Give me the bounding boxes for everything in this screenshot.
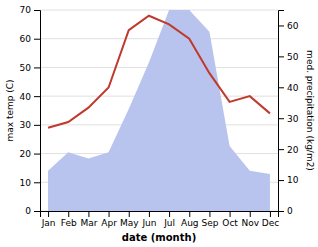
tick-mark xyxy=(68,211,69,217)
tick: Jan xyxy=(41,211,56,228)
tick-mark xyxy=(48,211,49,217)
tick-mark xyxy=(230,211,231,217)
tick-label: 60 xyxy=(20,34,32,44)
tick-label: 70 xyxy=(20,5,32,15)
tick-mark xyxy=(129,211,130,217)
tick-label: 10 xyxy=(287,175,299,185)
tick-mark xyxy=(34,154,40,155)
tick-mark xyxy=(34,211,40,212)
tick-label: 50 xyxy=(287,52,299,62)
tick-label: May xyxy=(120,218,139,228)
tick-mark xyxy=(278,180,284,181)
tick-label: Jan xyxy=(41,218,56,228)
tick-label: 40 xyxy=(287,83,299,93)
line xyxy=(48,16,270,128)
tick: 20 xyxy=(20,149,40,159)
tick-label: Sep xyxy=(201,218,218,228)
tick-mark xyxy=(34,182,40,183)
axis-line xyxy=(34,11,41,212)
tick-label: 10 xyxy=(20,178,32,188)
tick-mark xyxy=(278,25,284,26)
tick-mark xyxy=(169,211,170,217)
tick-mark xyxy=(34,96,40,97)
tick-label: 20 xyxy=(287,145,299,155)
tick: Dec xyxy=(262,211,279,228)
tick-label: Nov xyxy=(241,218,259,228)
tick-label: 0 xyxy=(25,206,31,216)
tick-mark xyxy=(270,211,271,217)
grid-line xyxy=(40,10,278,11)
tick: 0 xyxy=(25,206,40,216)
tick-label: Apr xyxy=(101,218,117,228)
tick-mark xyxy=(250,211,251,217)
tick: Nov xyxy=(241,211,259,228)
tick: Jun xyxy=(141,211,156,228)
axis-line xyxy=(279,11,285,212)
tick: 40 xyxy=(20,92,40,102)
tick: 70 xyxy=(20,5,40,15)
tick-mark xyxy=(34,10,40,11)
tick-label: Jun xyxy=(141,218,156,228)
tick: 50 xyxy=(278,52,299,62)
tick: 40 xyxy=(278,83,299,93)
tick-label: Oct xyxy=(222,218,238,228)
tick-mark xyxy=(109,211,110,217)
tick-label: 50 xyxy=(20,63,32,73)
plot: Jan FebMar AprMayJun Jul AugSep OctNovDec 0 10 2… xyxy=(20,5,299,228)
tick-label: Aug xyxy=(181,218,199,228)
tick: 60 xyxy=(278,21,299,31)
tick-mark xyxy=(278,211,284,212)
tick: 10 xyxy=(20,178,40,188)
marks xyxy=(48,10,270,211)
tick: Feb xyxy=(61,211,77,228)
tick: 60 xyxy=(20,34,40,44)
tick-label: Feb xyxy=(61,218,77,228)
tick-label: 20 xyxy=(20,149,32,159)
tick-mark xyxy=(34,67,40,68)
tick-mark xyxy=(278,87,284,88)
tick: 0 xyxy=(278,206,293,216)
area xyxy=(48,10,270,211)
tick: Jul xyxy=(163,211,175,228)
tick: 20 xyxy=(278,145,299,155)
tick: 10 xyxy=(278,175,299,185)
tick: 30 xyxy=(20,120,40,130)
tick-label: Dec xyxy=(262,218,279,228)
tick-mark xyxy=(34,125,40,126)
tick-label: 30 xyxy=(287,114,299,124)
tick-mark xyxy=(278,56,284,57)
tick-label: 30 xyxy=(20,120,32,130)
tick-mark xyxy=(34,39,40,40)
tick-mark xyxy=(278,118,284,119)
tick: Oct xyxy=(222,211,238,228)
tick: Aug xyxy=(181,211,199,228)
tick-mark xyxy=(149,211,150,217)
tick: Sep xyxy=(201,211,218,228)
tick-label: 0 xyxy=(287,206,293,216)
y-axis-title: max temp (C) xyxy=(5,79,15,141)
tick-label: 40 xyxy=(20,92,32,102)
tick-mark xyxy=(189,211,190,217)
tick-mark xyxy=(209,211,210,217)
tick: 50 xyxy=(20,63,40,73)
tick-label: Jul xyxy=(163,218,175,228)
axis-line xyxy=(41,212,279,218)
tick-label: Mar xyxy=(80,218,97,228)
tick-mark xyxy=(278,149,284,150)
y2-axis-title: med. precipitation (kg/m2) xyxy=(305,50,315,171)
x-axis: Jan FebMar AprMayJun Jul AugSep OctNovDec xyxy=(41,211,280,228)
tick-mark xyxy=(88,211,89,217)
tick: Apr xyxy=(101,211,117,228)
tick-label: 60 xyxy=(287,21,299,31)
chart: Jan FebMar AprMayJun Jul AugSep OctNovDec 0 10 2… xyxy=(0,0,318,247)
tick: 30 xyxy=(278,114,299,124)
y2-axis: 0 10 20 30 40 50 60 xyxy=(278,11,299,217)
tick: May xyxy=(120,211,139,228)
grid xyxy=(40,10,278,211)
y-axis: 0 10 20 30 40 50 60 70 xyxy=(20,5,41,216)
x-axis-title: date (month) xyxy=(122,232,196,243)
tick: Mar xyxy=(80,211,97,228)
